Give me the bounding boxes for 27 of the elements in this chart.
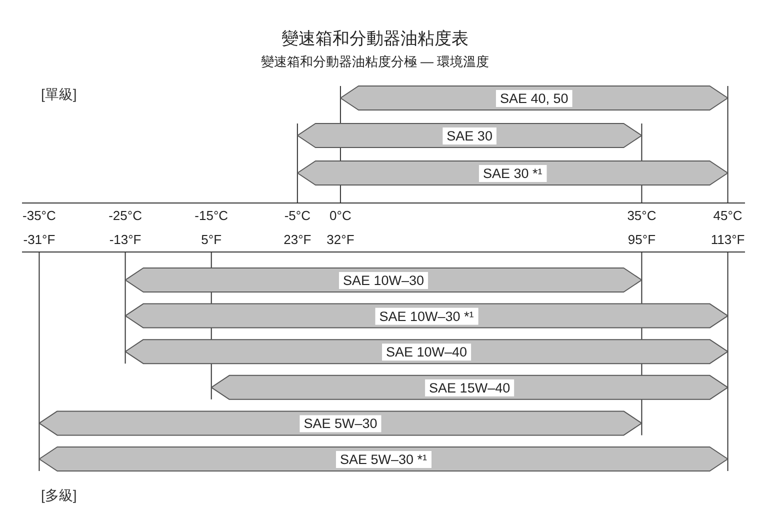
y-tick-label: SAE 30 (446, 128, 492, 144)
category-label: SAE 15W–40 (429, 380, 510, 396)
x2-tick-label: 113°F (710, 232, 745, 247)
x-tick-label: 0°C (330, 208, 352, 223)
category-label: SAE 10W–30 (342, 273, 424, 288)
x-tick-label: -5°C (284, 208, 311, 223)
x-tick-label: 35°C (627, 208, 656, 223)
x2-tick-label: 95°F (628, 232, 656, 247)
x2-tick-label: -13°F (109, 232, 142, 247)
x2-tick-label: -31°F (23, 232, 56, 247)
x-tick-label: -35°C (22, 208, 56, 223)
category-label: SAE 10W–30 *¹ (379, 308, 474, 324)
chart-subtitle: 變速箱和分動器油粘度分極 — 環境溫度 (260, 54, 490, 69)
chart-title: 變速箱和分動器油粘度表 (282, 29, 468, 48)
annotation: [單級] (41, 86, 77, 102)
x-tick-label: -15°C (194, 208, 228, 223)
x-tick-label: 45°C (713, 208, 742, 223)
x2-tick-label: 23°F (284, 232, 312, 247)
x-tick-label: -25°C (108, 208, 142, 223)
category-label: SAE 5W–30 (304, 416, 378, 432)
text: [多級] (41, 487, 77, 503)
category-label: SAE 5W–30 *¹ (340, 452, 428, 467)
y-tick-label: SAE 30 *¹ (482, 166, 543, 181)
category-label: SAE 10W–40 (386, 344, 468, 360)
y-tick-label: SAE 40, 50 (500, 91, 568, 106)
x2-tick-label: 5°F (201, 232, 222, 247)
x2-tick-label: 32°F (326, 232, 354, 247)
